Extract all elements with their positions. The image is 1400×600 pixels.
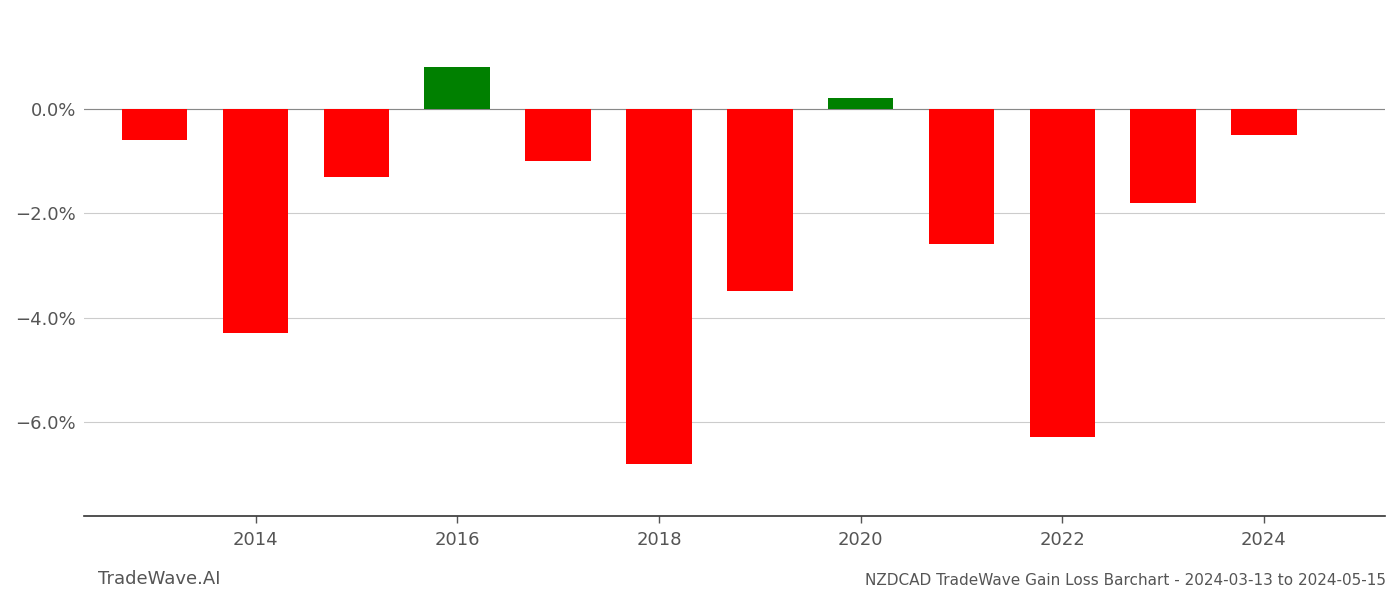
Bar [727,109,792,292]
Bar [223,109,288,333]
Bar [122,109,188,140]
Bar [827,98,893,109]
Bar [1130,109,1196,203]
Text: TradeWave.AI: TradeWave.AI [98,570,221,588]
Bar [928,109,994,244]
Bar [424,67,490,109]
Text: NZDCAD TradeWave Gain Loss Barchart - 2024-03-13 to 2024-05-15: NZDCAD TradeWave Gain Loss Barchart - 20… [865,573,1386,588]
Bar [1029,109,1095,437]
Bar [626,109,692,464]
Bar [1231,109,1296,135]
Bar [323,109,389,176]
Bar [525,109,591,161]
